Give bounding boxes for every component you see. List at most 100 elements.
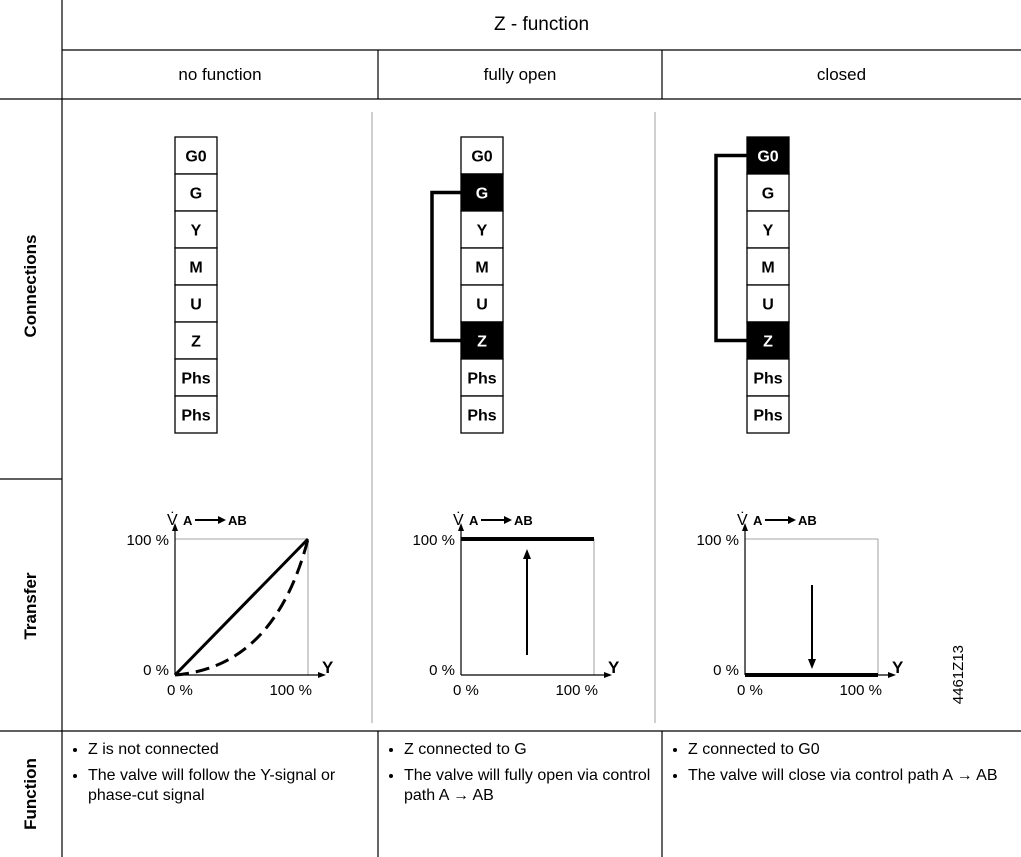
terminal-label: G [762,186,774,203]
terminal-label: U [762,297,774,314]
terminal-label: Phs [467,408,496,425]
flow-from: A [753,513,763,528]
x-axis-arrow [318,672,326,678]
flow-arrow-head [504,516,512,524]
terminal-m [746,247,790,286]
terminal-label: U [190,297,202,314]
x-tick-left: 0 % [167,682,193,699]
x-axis-label: Y [892,658,904,677]
terminal-phs [174,358,218,397]
terminal-label: Z [191,334,201,351]
terminal-g [460,173,504,212]
x-axis-arrow [888,672,896,678]
down-arrow-head [808,659,816,669]
terminal-strip-fully-open: G0 G Y M U Z Phs Phs [430,136,504,434]
terminal-label: Phs [181,408,210,425]
y-axis-arrow [742,523,748,531]
terminal-label: Z [477,334,487,351]
terminal-label: G [190,186,202,203]
equal-percentage-curve [174,538,310,677]
flow-to: AB [514,513,533,528]
transfer-chart-no-function: V̇ A AB 100 % 0 % 0 % 100 % Y [126,511,334,699]
bullet-text: The valve will follow the Y-signal or ph… [88,766,370,806]
terminal-label: Y [477,223,488,240]
x-axis-label: Y [608,658,620,677]
y-tick-top: 100 % [696,532,739,549]
column-closed: closed [816,65,867,84]
terminal-label: Phs [753,408,782,425]
bullet-text: Z is not connected [88,740,370,760]
terminal-label: G0 [185,149,206,166]
bullet-text: Z connected to G [404,740,656,760]
terminal-label: Y [763,223,774,240]
terminal-phs [460,395,504,434]
flow-to: AB [228,513,247,528]
flow-from: A [469,513,479,528]
terminal-label: Phs [467,371,496,388]
x-axis-arrow [604,672,612,678]
terminal-strip-no-function: G0 G Y M U Z Phs Phs [174,136,218,434]
connections-diagram: G0 G Y M U Z Phs Phs G0 G Y M U Z Phs Phs G0 G Y M U Z Phs Phs [174,136,790,434]
bullet-text: The valve will fully open via control pa… [404,766,656,806]
flow-arrow-head [218,516,226,524]
terminal-label: G [476,186,488,203]
function-fully-open: Z connected to G The valve will fully op… [386,740,656,812]
x-tick-right: 100 % [269,682,312,699]
x-tick-right: 100 % [839,682,882,699]
y-axis-arrow [172,523,178,531]
y-tick-top: 100 % [126,532,169,549]
y-axis-symbol: V̇ [453,511,464,529]
flow-from: A [183,513,193,528]
terminal-strip-closed: G0 G Y M U Z Phs Phs [714,136,790,434]
terminal-phs [746,358,790,397]
terminal-phs [460,358,504,397]
terminal-label: M [189,260,202,277]
y-tick-bottom: 0 % [713,662,739,679]
terminal-u [460,284,504,323]
bullet-text: The valve will close via control path A … [688,766,1010,786]
terminal-y [460,210,504,249]
y-axis-arrow [458,523,464,531]
x-axis-label: Y [322,658,334,677]
terminal-label: Z [763,334,773,351]
terminal-m [460,247,504,286]
function-no-function: Z is not connected The valve will follow… [70,740,370,812]
terminal-label: G0 [471,149,492,166]
terminal-y [746,210,790,249]
terminal-u [174,284,218,323]
x-tick-left: 0 % [737,682,763,699]
up-arrow-head [523,549,531,559]
function-closed: Z connected to G0 The valve will close v… [670,740,1010,792]
header-title: Z - function [493,14,590,35]
terminal-phs [174,395,218,434]
terminal-label: Phs [753,371,782,388]
figure-id: 4461Z13 [950,645,967,705]
y-tick-bottom: 0 % [143,662,169,679]
column-fully-open: fully open [483,65,557,84]
terminal-g0 [460,136,504,175]
jumper-wire [714,153,747,343]
linear-curve [173,537,310,677]
y-axis-symbol: V̇ [167,511,178,529]
terminal-label: Y [191,223,202,240]
terminal-label: U [476,297,488,314]
terminal-g0 [746,136,790,175]
jumper-wire [430,190,461,343]
terminal-label: Phs [181,371,210,388]
y-tick-bottom: 0 % [429,662,455,679]
y-tick-top: 100 % [412,532,455,549]
transfer-chart-closed: V̇ A AB 100 % 0 % 0 % 100 % Y [696,511,904,699]
x-tick-left: 0 % [453,682,479,699]
column-no-function: no function [178,65,262,84]
y-axis-symbol: V̇ [737,511,748,529]
flow-to: AB [798,513,817,528]
x-tick-right: 100 % [555,682,598,699]
transfer-chart-fully-open: V̇ A AB 100 % 0 % 0 % 100 % Y [412,511,620,699]
row-label-function: Function [21,758,40,830]
terminal-phs [746,395,790,434]
terminal-label: M [761,260,774,277]
terminal-label: G0 [757,149,778,166]
terminal-label: M [475,260,488,277]
flow-arrow-head [788,516,796,524]
